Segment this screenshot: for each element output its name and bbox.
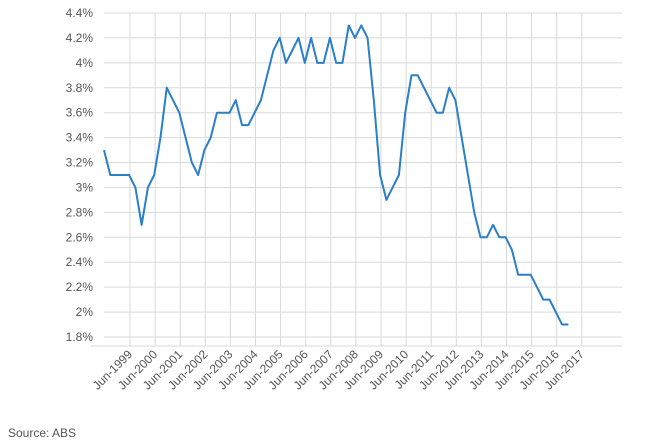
y-tick-label: 3.2% [66,156,94,170]
y-tick-label: 3% [76,180,94,194]
series-line [103,24,569,326]
y-tick-label: 3.6% [66,106,94,120]
y-tick-label: 3.4% [66,131,94,145]
y-tick-label: 4.2% [66,31,94,45]
y-tick-label: 2.6% [66,230,94,244]
y-tick-label: 2.8% [66,205,94,219]
y-tick-label: 2.2% [66,280,94,294]
y-tick-label: 3.8% [66,81,94,95]
line-chart: 1.8% 2% 2.2% 2.4% 2.6% 2.8% 3% 3.2% 3.4% 3.6% 3.8%… [66,6,622,393]
y-tick-label: 2.4% [66,255,94,269]
y-tick-label: 4% [76,56,94,70]
x-axis-ticks: Jun-1999Jun-2000Jun-2001Jun-2002Jun-2003… [90,347,587,393]
grid-lines [91,12,622,347]
y-tick-label: 4.4% [66,6,94,20]
y-tick-label: 1.8% [66,330,94,344]
y-tick-label: 2% [76,305,94,319]
source-note: Source: ABS [8,426,77,440]
series-points [103,24,569,325]
y-axis-ticks: 1.8% 2% 2.2% 2.4% 2.6% 2.8% 3% 3.2% 3.4% 3.6% 3.8%… [66,6,94,344]
